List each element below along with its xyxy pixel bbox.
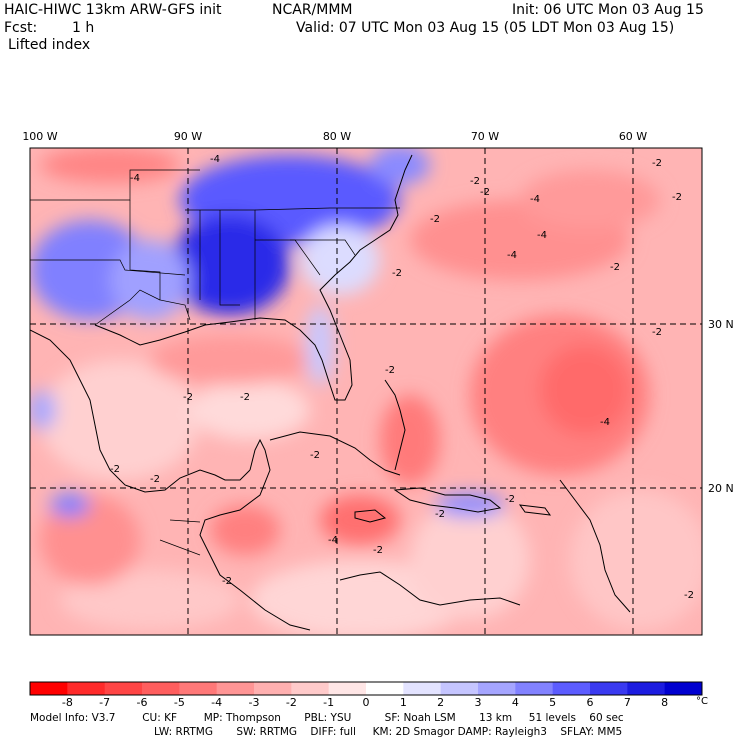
contour-label: -2	[392, 268, 402, 279]
coastlines	[30, 154, 631, 631]
contour-label: -2	[310, 450, 320, 461]
model-info-line2: LW: RRTMG SW: RRTMG DIFF: full KM: 2D Sm…	[154, 726, 623, 738]
colorbar-tick-label: -2	[285, 696, 297, 709]
contour-label: -4	[130, 173, 140, 184]
political-boundaries	[30, 169, 400, 556]
contour-label: -2	[435, 509, 445, 520]
colorbar-swatch	[328, 682, 367, 695]
contour-label: -2	[183, 392, 193, 403]
contour-label: -2	[470, 176, 480, 187]
colorbar-tick-label: 8	[661, 696, 669, 709]
contour-label: -4	[537, 230, 547, 241]
lon-label: 60 W	[619, 130, 647, 143]
contour-label: -4	[530, 194, 540, 205]
init-time: Init: 06 UTC Mon 03 Aug 15	[512, 2, 704, 18]
colorbar-tick-label: -8	[61, 696, 73, 709]
contour-label: -2	[373, 545, 383, 556]
colorbar-tick-label: -6	[136, 696, 148, 709]
colorbar-tick-label: 0	[362, 696, 370, 709]
shaded-field	[30, 148, 702, 635]
colorbar-tick-label: -3	[248, 696, 260, 709]
colorbar-swatch	[590, 682, 628, 695]
colorbar-unit: °C	[696, 696, 708, 707]
colorbar-swatch	[627, 682, 666, 695]
forecast-hour: 1 h	[72, 20, 95, 36]
colorbar-swatch	[104, 682, 143, 695]
colorbar	[29, 681, 703, 696]
colorbar-swatch	[291, 682, 330, 695]
colorbar-tick-label: -5	[173, 696, 185, 709]
model-info-line1: Model Info: V3.7 CU: KF MP: Thompson PBL…	[30, 712, 624, 724]
colorbar-tick-label: -1	[323, 696, 335, 709]
contour-label: -2	[150, 474, 160, 485]
colorbar-swatch	[30, 682, 68, 695]
colorbar-tick-label: 7	[623, 696, 631, 709]
contour-label: -2	[652, 158, 662, 169]
colorbar-swatch	[179, 682, 218, 695]
colorbar-swatch	[366, 682, 404, 695]
lat-label: 20 N	[708, 482, 734, 495]
lon-label: 90 W	[174, 130, 202, 143]
field-name: Lifted index	[8, 37, 91, 53]
colorbar-tick-label: 3	[474, 696, 482, 709]
forecast-label: Fcst:	[4, 20, 38, 36]
colorbar-swatch	[254, 682, 292, 695]
colorbar-swatch	[67, 682, 106, 695]
contour-label: -4	[210, 154, 220, 165]
colorbar-tick-label: 6	[586, 696, 594, 709]
contour-label: -2	[672, 192, 682, 203]
colorbar-tick-label: 5	[549, 696, 557, 709]
graticule	[30, 148, 702, 635]
colorbar-swatch	[664, 682, 703, 695]
contour-label: -2	[610, 262, 620, 273]
colorbar-swatch	[403, 682, 442, 695]
contour-labels: -4 -4 -2 -2 -2 -4 -4 -4 -2 -2 -2 -2 -2 -…	[110, 154, 694, 601]
org-label: NCAR/MMM	[272, 2, 353, 18]
contour-label: -2	[430, 214, 440, 225]
contour-label: -4	[507, 250, 517, 261]
colorbar-tick-label: 2	[437, 696, 445, 709]
colorbar-swatch	[216, 682, 255, 695]
colorbar-swatch	[478, 682, 516, 695]
colorbar-swatch	[440, 682, 479, 695]
model-title: HAIC-HIWC 13km ARW-GFS init	[4, 2, 222, 18]
contour-label: -2	[385, 365, 395, 376]
contour-label: -4	[328, 535, 338, 546]
lon-label: 70 W	[471, 130, 499, 143]
map-frame	[29, 147, 703, 636]
lon-label: 80 W	[323, 130, 351, 143]
contour-label: -2	[684, 590, 694, 601]
colorbar-tick-label: 4	[511, 696, 519, 709]
contour-label: -2	[222, 576, 232, 587]
contour-label: -2	[110, 464, 120, 475]
colorbar-swatch	[142, 682, 180, 695]
contour-label: -2	[652, 327, 662, 338]
colorbar-tick-label: -7	[99, 696, 111, 709]
colorbar-swatch	[552, 682, 591, 695]
valid-time: Valid: 07 UTC Mon 03 Aug 15 (05 LDT Mon …	[296, 20, 675, 36]
contour-label: -2	[240, 392, 250, 403]
colorbar-swatch	[515, 682, 554, 695]
lat-label: 30 N	[708, 318, 734, 331]
lon-label: 100 W	[22, 130, 57, 143]
colorbar-tick-label: -4	[211, 696, 223, 709]
colorbar-frame	[29, 681, 703, 696]
contour-label: -4	[600, 417, 610, 428]
contour-label: -2	[480, 187, 490, 198]
colorbar-tick-label: 1	[399, 696, 407, 709]
contour-label: -2	[505, 494, 515, 505]
